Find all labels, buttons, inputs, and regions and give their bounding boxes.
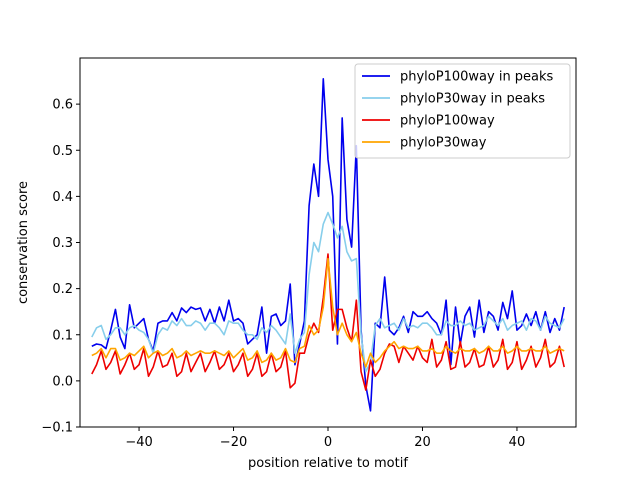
y-tick-label: 0.1 xyxy=(52,328,73,343)
series-line-3 xyxy=(91,257,565,368)
x-axis-label: position relative to motif xyxy=(248,456,408,471)
legend-label-2: phyloP100way xyxy=(400,114,495,129)
series-layer xyxy=(91,77,565,412)
y-tick-label: 0.2 xyxy=(52,282,73,297)
legend-label-1: phyloP30way in peaks xyxy=(400,92,545,107)
x-tick-label: −20 xyxy=(220,435,247,450)
legend-box xyxy=(354,63,571,159)
legend: phyloP100way in peaks phyloP30way in peak… xyxy=(354,63,571,159)
x-tick-label: −40 xyxy=(125,435,152,450)
y-tick-label: 0.5 xyxy=(52,144,73,159)
y-axis-label: conservation score xyxy=(16,181,31,304)
x-tick-label: 20 xyxy=(414,435,431,450)
y-tick-label: 0.0 xyxy=(52,374,73,389)
y-axis-ticks: −0.1 0.0 0.1 0.2 0.3 0.4 0.5 0.6 xyxy=(41,98,80,436)
y-tick-label: 0.4 xyxy=(52,190,73,205)
legend-label-0: phyloP100way in peaks xyxy=(400,70,554,85)
x-tick-label: 40 xyxy=(509,435,526,450)
series-line-0 xyxy=(91,77,565,412)
series-line-1 xyxy=(91,211,565,373)
series-line-2 xyxy=(91,253,565,391)
y-tick-label: 0.3 xyxy=(52,236,73,251)
y-tick-label: −0.1 xyxy=(41,421,73,436)
x-tick-label: 0 xyxy=(324,435,332,450)
x-axis-ticks: −40 −20 0 20 40 xyxy=(125,427,525,450)
legend-label-3: phyloP30way xyxy=(400,136,487,151)
y-tick-label: 0.6 xyxy=(52,98,73,113)
